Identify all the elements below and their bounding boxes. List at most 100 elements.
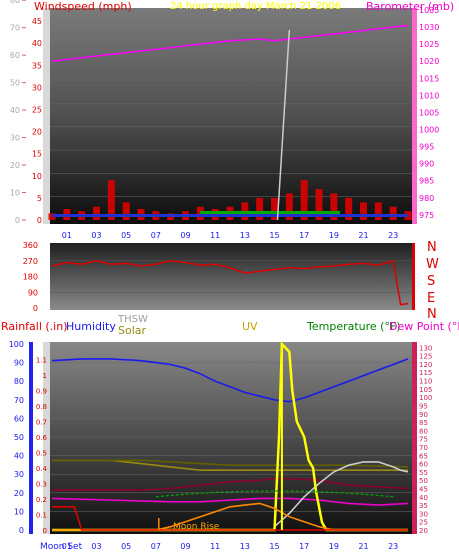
- kmh-tick-label-8: 80: [10, 0, 20, 5]
- rain-tick-label-4: 0.4: [36, 465, 48, 473]
- right-axis-bar-top: [412, 8, 417, 224]
- humidity-tick-label-2: 20: [14, 489, 24, 498]
- series-line-8: [52, 506, 408, 531]
- bottom-x-tick-label-8: 17: [299, 542, 309, 551]
- temp-tick-label-13: 85: [419, 419, 428, 427]
- top-x-tick-label-11: 23: [388, 231, 398, 240]
- series-line-7: [52, 502, 408, 531]
- mph-tick-label-6: 30: [32, 83, 42, 92]
- bottom-x-tick-label-5: 11: [210, 542, 220, 551]
- series-line-5: [273, 461, 409, 528]
- baro-tick-label-8: 1015: [419, 74, 439, 83]
- temperature-dashed-line: [155, 490, 394, 498]
- rain-tick-label-7: 0.7: [36, 419, 47, 427]
- mph-tick-label-9: 45: [32, 17, 42, 26]
- rain-tick-label-1: 0.1: [36, 512, 47, 520]
- kmh-tick-label-6: 60: [10, 51, 20, 60]
- top-x-tick-label-8: 17: [299, 231, 309, 240]
- series-line-2: [51, 497, 409, 506]
- direction-chart-marks: [50, 259, 412, 306]
- windspeed-bar-20: [345, 197, 353, 220]
- bottom-x-tick-label-3: 07: [151, 542, 161, 551]
- temp-tick-label-16: 100: [419, 394, 432, 402]
- wind-gust-band: [200, 211, 340, 214]
- top-x-tick-label-3: 07: [151, 231, 161, 240]
- rain-tick-label-0: 0: [43, 527, 47, 535]
- windspeed-bar-5: [122, 202, 130, 220]
- baro-tick-label-2: 985: [419, 177, 434, 186]
- dir-tick-label-1: 90: [28, 288, 38, 297]
- bottom-x-tick-label-1: 03: [91, 542, 101, 551]
- windspeed-bar-19: [330, 193, 338, 220]
- left-axis-bar-bottom-blue: [29, 342, 33, 534]
- humidity-tick-label-4: 40: [14, 452, 24, 461]
- direction-label-w: W: [426, 257, 439, 272]
- top-x-tick-label-6: 13: [240, 231, 250, 240]
- dir-tick-label-2: 180: [23, 273, 38, 282]
- dir-tick-label-0: 0: [33, 304, 38, 313]
- bottom-x-tick-label-7: 15: [269, 542, 279, 551]
- bottom-x-tick-label-9: 19: [329, 542, 339, 551]
- rainfall-title: Rainfall (.in): [1, 320, 68, 333]
- humidity-tick-label-7: 70: [14, 396, 24, 405]
- mph-tick-label-3: 15: [32, 150, 42, 159]
- temp-tick-label-17: 105: [419, 386, 432, 394]
- rain-tick-label-5: 0.5: [36, 450, 47, 458]
- kmh-tick-label-7: 70: [10, 24, 20, 33]
- dewpoint-title: Dew Point (°F): [389, 320, 459, 333]
- mph-tick-label-5: 25: [32, 105, 42, 114]
- top-x-tick-label-4: 09: [180, 231, 190, 240]
- solar-streak: [276, 29, 291, 221]
- wind-avg-band: [52, 214, 408, 217]
- top-x-tick-label-2: 05: [121, 231, 131, 240]
- series-line-0: [51, 358, 409, 403]
- baro-tick-label-1: 980: [419, 194, 434, 203]
- temp-tick-label-21: 125: [419, 353, 432, 361]
- dir-tick-label-3: 270: [23, 257, 38, 266]
- temp-tick-label-2: 30: [419, 510, 428, 518]
- baro-tick-label-4: 995: [419, 143, 434, 152]
- humidity-tick-label-0: 0: [19, 526, 24, 535]
- bottom-x-tick-label-4: 09: [180, 542, 190, 551]
- baro-tick-label-12: 1035: [419, 6, 439, 15]
- temp-tick-label-15: 95: [419, 402, 428, 410]
- series-line-3: [52, 459, 408, 471]
- windspeed-bar-23: [389, 206, 397, 220]
- temp-tick-label-9: 65: [419, 452, 428, 460]
- bottom-chart-marks: [50, 340, 412, 532]
- right-axis-bar-bottom: [412, 342, 417, 534]
- temp-tick-label-7: 55: [419, 469, 428, 477]
- direction-labels: N W S E N: [426, 240, 439, 322]
- baro-tick-label-3: 990: [419, 160, 434, 169]
- uv-title: UV: [242, 320, 258, 333]
- humidity-tick-label-5: 50: [14, 433, 24, 442]
- mph-tick-label-0: 0: [37, 216, 42, 225]
- bottom-plot-area: [50, 342, 412, 534]
- series-line-1: [52, 477, 409, 491]
- baro-tick-label-5: 1000: [419, 126, 439, 135]
- windspeed-bar-16: [285, 193, 293, 220]
- temp-tick-label-6: 50: [419, 477, 428, 485]
- mph-tick-label-1: 5: [37, 194, 42, 203]
- left-axis-bar-bottom: [43, 342, 50, 534]
- direction-label-e: E: [427, 291, 435, 306]
- windspeed-bar-3: [93, 206, 100, 220]
- temp-tick-label-20: 120: [419, 361, 432, 369]
- rain-tick-label-9: 0.9: [36, 388, 47, 396]
- kmh-tick-label-5: 50: [10, 79, 20, 88]
- temp-tick-label-5: 45: [419, 485, 428, 493]
- temp-tick-label-18: 110: [419, 378, 432, 386]
- baro-tick-label-0: 975: [419, 211, 434, 220]
- top-x-tick-label-1: 03: [91, 231, 101, 240]
- direction-label-n-bottom: N: [427, 307, 437, 322]
- humidity-tick-label-8: 80: [14, 377, 24, 386]
- rain-tick-label-10: 1: [43, 372, 47, 380]
- mph-tick-label-8: 40: [32, 39, 42, 48]
- direction-label-n-top: N: [427, 240, 437, 255]
- humidity-tick-label-6: 60: [14, 414, 24, 423]
- moon-set-label: Moon Set: [40, 542, 83, 552]
- series-line-4: [52, 459, 409, 468]
- windspeed-bar-18: [315, 189, 323, 220]
- temp-tick-label-4: 40: [419, 494, 428, 502]
